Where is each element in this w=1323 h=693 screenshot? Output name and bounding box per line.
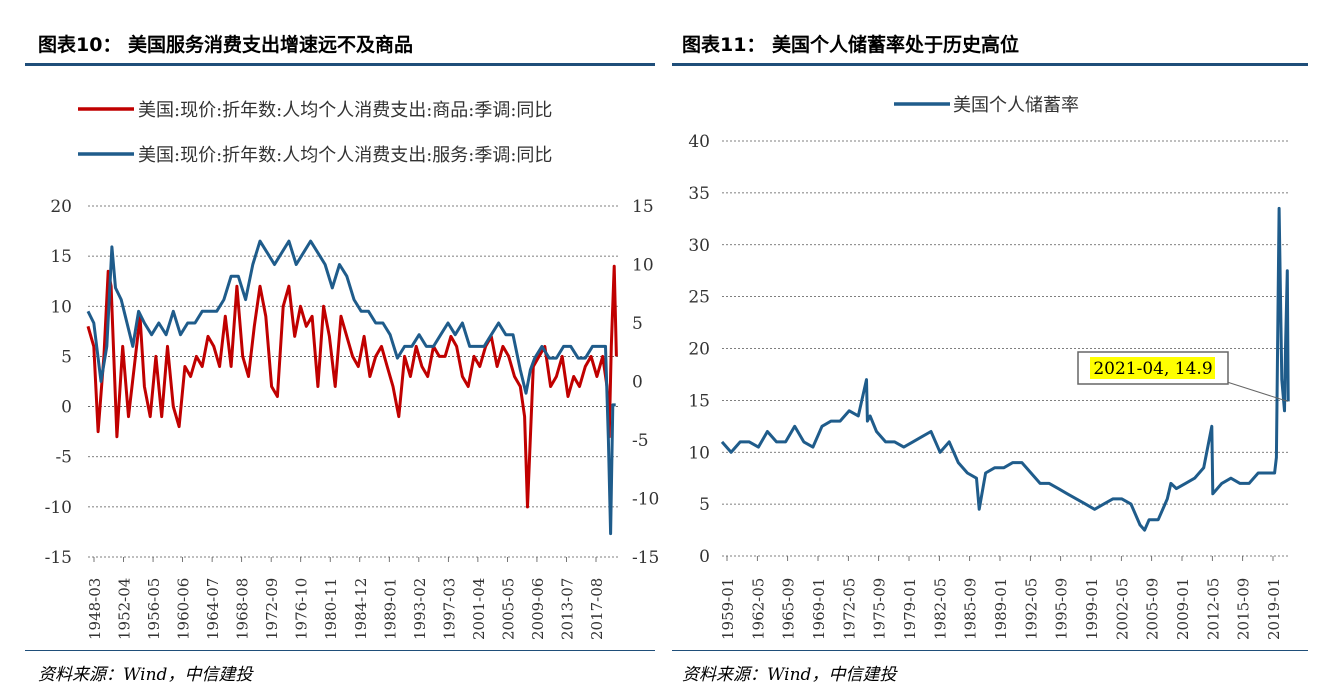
x-tick-label: 2002-05 <box>1113 578 1131 640</box>
x-tick-label: 1976-10 <box>293 578 311 640</box>
y-left-tick-label: 5 <box>61 347 72 367</box>
x-tick-label: 2017-08 <box>588 578 606 640</box>
x-tick-label: 1960-06 <box>175 578 193 640</box>
y-left-tick-label: 20 <box>50 197 72 217</box>
y-left-tick-label: -15 <box>45 548 72 568</box>
legend-label-0: 美国个人储蓄率 <box>953 95 1079 116</box>
x-tick-label: 2005-05 <box>499 578 517 640</box>
y-tick-label: 25 <box>688 288 710 308</box>
y-left-tick-label: 15 <box>50 247 72 267</box>
x-tick-label: 1959-01 <box>719 578 737 640</box>
y-tick-label: 20 <box>688 340 710 360</box>
x-tick-label: 1982-05 <box>931 578 949 640</box>
x-tick-label: 1972-05 <box>840 578 858 640</box>
y-tick-label: 15 <box>688 391 710 411</box>
x-tick-label: 1997-03 <box>440 578 458 640</box>
y-tick-label: 35 <box>688 184 710 204</box>
x-tick-label: 2019-01 <box>1265 578 1283 640</box>
x-tick-label: 1962-05 <box>749 578 767 640</box>
x-tick-label: 1980-11 <box>322 578 340 640</box>
x-tick-label: 1975-09 <box>871 578 889 640</box>
right-bottom-rule <box>672 650 1308 651</box>
y-left-tick-label: 10 <box>50 297 72 317</box>
left-bottom-rule <box>25 650 655 651</box>
y-left-tick-label: -5 <box>55 448 72 468</box>
left-source-note: 资料来源：Wind，中信建投 <box>38 665 253 685</box>
y-right-tick-label: 5 <box>632 314 643 334</box>
x-tick-label: 1989-01 <box>381 578 399 640</box>
x-tick-label: 1984-12 <box>352 578 370 640</box>
y-right-tick-label: 15 <box>632 197 654 217</box>
y-right-tick-label: 0 <box>632 373 643 393</box>
annotation-label: 2021-04, 14.9 <box>1093 359 1212 379</box>
annotation-highlight <box>1090 357 1215 379</box>
x-tick-label: 2001-04 <box>470 578 488 640</box>
legend-label-0: 美国:现价:折年数:人均个人消费支出:商品:季调:同比 <box>138 100 552 121</box>
x-tick-label: 1968-08 <box>234 578 252 640</box>
x-tick-label: 1985-09 <box>962 578 980 640</box>
right-title-rule <box>672 63 1308 66</box>
x-tick-label: 2015-09 <box>1235 578 1253 640</box>
y-right-tick-label: -5 <box>632 431 649 451</box>
x-tick-label: 1965-09 <box>780 578 798 640</box>
left-chart-title: 图表10： 美国服务消费支出增速远不及商品 <box>38 34 414 56</box>
x-tick-label: 1999-01 <box>1083 578 1101 640</box>
x-tick-label: 1979-01 <box>901 578 919 640</box>
x-tick-label: 1993-02 <box>411 578 429 640</box>
x-tick-label: 1952-04 <box>116 578 134 640</box>
x-tick-label: 2009-06 <box>529 578 547 640</box>
right-chart-title: 图表11： 美国个人储蓄率处于历史高位 <box>682 34 1020 56</box>
x-tick-label: 1964-07 <box>204 578 222 640</box>
right-chart-panel: 图表11： 美国个人储蓄率处于历史高位 美国个人储蓄率 40 35 30 25 20 15 1… <box>672 0 1323 693</box>
y-left-tick-label: -10 <box>45 498 72 518</box>
x-tick-label: 1969-01 <box>810 578 828 640</box>
y-tick-label: 10 <box>688 443 710 463</box>
series-line-1 <box>86 239 616 536</box>
x-tick-label: 1989-01 <box>992 578 1010 640</box>
y-left-tick-label: 0 <box>61 398 72 418</box>
annotation-leader <box>1226 381 1288 402</box>
x-tick-label: 2009-01 <box>1174 578 1192 640</box>
x-tick-label: 1992-05 <box>1022 578 1040 640</box>
series-line-0 <box>86 264 618 509</box>
left-chart-panel: 图表10： 美国服务消费支出增速远不及商品 美国:现价:折年数:人均个人消费支出… <box>0 0 660 693</box>
y-tick-label: 0 <box>699 547 710 567</box>
left-line-chart: 美国:现价:折年数:人均个人消费支出:商品:季调:同比美国:现价:折年数:人均个… <box>45 100 660 640</box>
y-right-tick-label: 10 <box>632 256 654 276</box>
y-right-tick-label: -10 <box>632 490 659 510</box>
y-right-tick-label: -15 <box>632 548 659 568</box>
x-tick-label: 1995-09 <box>1053 578 1071 640</box>
series-line-0 <box>720 206 1290 532</box>
left-title-rule <box>25 63 655 66</box>
y-tick-label: 40 <box>688 132 710 152</box>
x-tick-label: 1948-03 <box>86 578 104 640</box>
x-tick-label: 1972-09 <box>263 578 281 640</box>
x-tick-label: 2013-07 <box>558 578 576 640</box>
y-tick-label: 5 <box>699 495 710 515</box>
y-tick-label: 30 <box>688 236 710 256</box>
x-tick-label: 2005-09 <box>1144 578 1162 640</box>
legend-label-1: 美国:现价:折年数:人均个人消费支出:服务:季调:同比 <box>138 145 552 166</box>
x-tick-label: 2012-05 <box>1204 578 1222 640</box>
x-tick-label: 1956-05 <box>145 578 163 640</box>
right-source-note: 资料来源：Wind，中信建投 <box>682 665 897 685</box>
right-line-chart: 美国个人储蓄率 40 35 30 25 20 15 10 5 0 1959-01 1962-05 196… <box>688 95 1290 640</box>
